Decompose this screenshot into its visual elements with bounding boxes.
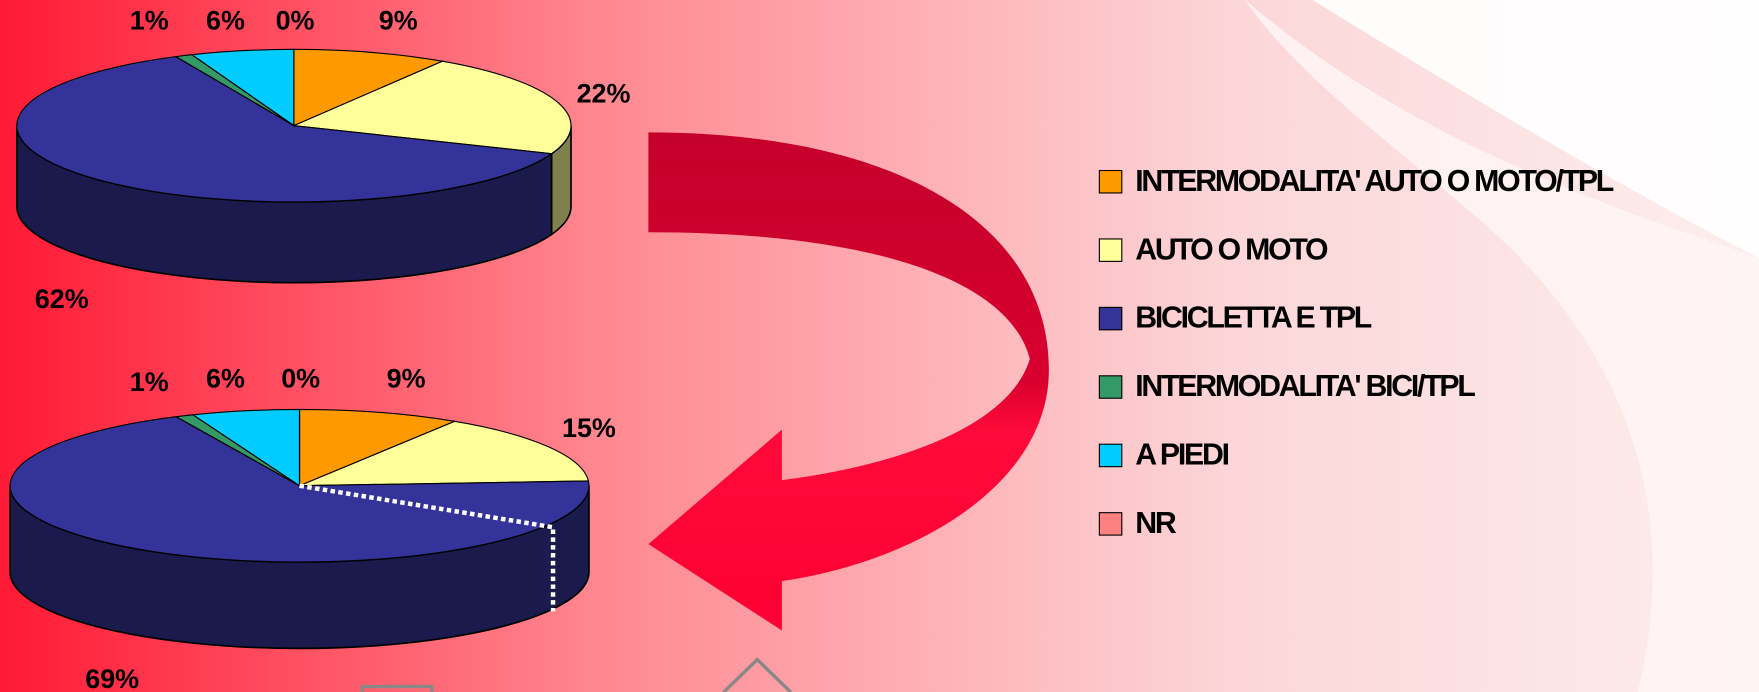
value-label: 22% bbox=[577, 78, 631, 108]
value-label: 0% bbox=[276, 6, 315, 36]
value-label: 62% bbox=[35, 284, 89, 314]
legend-label: INTERMODALITA' AUTO O MOTO/TPL bbox=[1135, 165, 1614, 198]
slice bbox=[9, 416, 590, 563]
slice bbox=[16, 56, 554, 203]
legend-swatch bbox=[1098, 238, 1123, 262]
value-label: 1% bbox=[130, 367, 169, 397]
curved-arrow bbox=[648, 132, 1049, 631]
legend-swatch bbox=[1098, 306, 1123, 331]
legend-label: A PIEDI bbox=[1135, 439, 1228, 472]
legend-swatch bbox=[1098, 512, 1123, 536]
value-label: 9% bbox=[387, 363, 426, 393]
slice bbox=[293, 48, 445, 127]
legend-label: BICICLETTA E TPL bbox=[1135, 302, 1372, 335]
pie: 9% 22% 62% 1% 6% 0% bbox=[15, 6, 631, 314]
value-label: 6% bbox=[206, 363, 245, 393]
swoosh bbox=[1245, 0, 1759, 692]
slice bbox=[291, 60, 572, 155]
value-label: 15% bbox=[562, 413, 616, 443]
value-label: 6% bbox=[206, 6, 245, 36]
legend-label: INTERMODALITA' BICI/TPL bbox=[1135, 370, 1475, 403]
shape-outline bbox=[722, 657, 793, 692]
value-label: 1% bbox=[130, 6, 169, 36]
legend-label: NR bbox=[1135, 507, 1177, 540]
shape-outline bbox=[360, 684, 434, 692]
legend-label: AUTO O MOTO bbox=[1135, 233, 1328, 266]
slice bbox=[298, 408, 457, 487]
legend-swatch bbox=[1098, 375, 1123, 399]
swoosh-top bbox=[1312, 0, 1759, 259]
value-label: 0% bbox=[281, 363, 320, 393]
value-label: 69% bbox=[85, 664, 139, 692]
legend-swatch bbox=[1098, 169, 1123, 194]
pie: 9% 15% 69% 1% 6% 0% bbox=[9, 363, 616, 692]
legend-swatch bbox=[1098, 443, 1123, 468]
value-label: 9% bbox=[379, 6, 418, 36]
slice bbox=[299, 420, 590, 487]
